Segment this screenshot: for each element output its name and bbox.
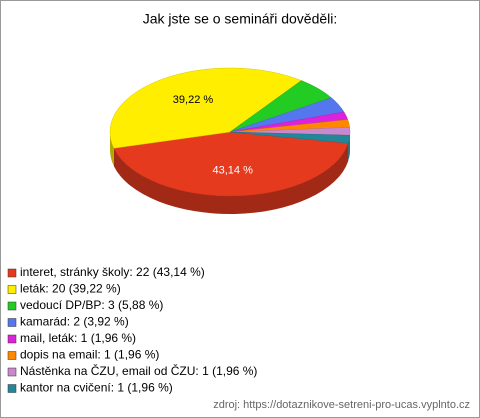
legend-label: mail, leták: 1 (1,96 %) [20,331,136,345]
legend-label: vedoucí DP/BP: 3 (5,88 %) [20,298,163,312]
legend-label: leták: 20 (39,22 %) [20,282,121,296]
legend-swatch [7,301,17,311]
slice-side [113,143,349,215]
legend-label: interet, stránky školy: 22 (43,14 %) [20,265,205,279]
slice-label: 39,22 % [173,94,214,106]
slice [109,67,302,149]
legend-swatch [7,318,17,327]
slice [113,131,349,197]
legend-label: kamarád: 2 (3,92 %) [20,315,129,329]
legend-label: dopis na email: 1 (1,96 %) [20,348,159,362]
legend-swatch [7,351,17,360]
legend-swatch [7,285,17,294]
slice [229,131,351,144]
legend-swatch [7,384,17,393]
chart-title: Jak jste se o semináři dověděli: [143,11,338,27]
legend-swatch [7,367,17,377]
legend-label: kantor na cvičení: 1 (1,96 %) [20,381,173,395]
legend-label: Nástěnka na ČZU, email od ČZU: 1 (1,96 %… [20,363,257,378]
legend-swatch [7,268,17,278]
source: zdroj: https://dotaznikove-setreni-pro-u… [213,399,470,411]
legend-swatch [7,334,17,344]
slice-label: 43,14 % [213,164,254,176]
slice-side [348,135,350,162]
